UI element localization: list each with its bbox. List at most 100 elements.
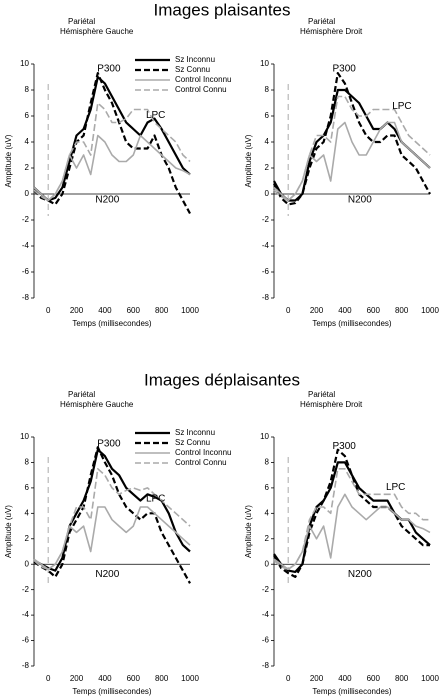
legend-label: Control Inconnu [175,448,231,457]
x-axis-label: Temps (millisecondes) [72,319,151,328]
y-tick-label: -6 [22,267,30,276]
y-tick-label: 8 [265,458,270,467]
y-tick-label: 0 [265,559,270,568]
y-tick-label: 6 [265,483,270,492]
y-tick-label: -6 [262,267,270,276]
section-title: Images déplaisantes [144,370,300,389]
x-axis-label: Temps (millisecondes) [312,687,391,696]
series-line [33,448,191,572]
y-axis-label: Amplitude (uV) [244,134,253,187]
x-tick-label: 400 [338,306,352,315]
y-tick-label: 0 [25,189,30,198]
series-line [33,102,191,202]
y-tick-label: -8 [22,661,30,670]
y-tick-label: 10 [20,59,29,68]
y-tick-label: 6 [25,111,30,120]
y-axis-label: Amplitude (uV) [244,505,253,558]
annotation: P300 [97,63,121,74]
series-line [273,448,430,578]
annotation: LPC [386,482,405,493]
legend-label: Sz Inconnu [175,428,215,437]
y-tick-label: 0 [25,559,30,568]
x-tick-label: 0 [286,306,291,315]
legend-label: Sz Connu [175,438,210,447]
y-tick-label: 0 [265,189,270,198]
y-tick-label: 4 [265,508,270,517]
chart-subtitle: Hémisphère Gauche [60,27,134,36]
x-tick-label: 600 [367,306,381,315]
chart-title: Pariétal [68,390,95,399]
y-tick-label: -2 [262,585,270,594]
y-tick-label: -4 [22,241,30,250]
y-axis-label: Amplitude (uV) [4,134,13,187]
series-line [273,72,431,206]
annotation: P300 [333,63,357,74]
x-tick-label: 600 [367,674,381,683]
y-tick-label: -4 [262,241,270,250]
x-tick-label: 1000 [421,306,439,315]
series-line [273,468,430,571]
legend-label: Control Connu [175,85,227,94]
x-tick-label: 600 [127,674,141,683]
y-tick-label: -4 [22,610,30,619]
series-line [273,95,431,202]
x-axis-label: Temps (millisecondes) [312,319,391,328]
x-tick-label: 200 [70,674,84,683]
annotation: LPC [146,110,165,121]
y-axis-label: Amplitude (uV) [4,505,13,558]
annotation: LPC [146,493,165,504]
annotation: N200 [95,194,119,205]
chart-title: Pariétal [308,390,335,399]
series-line [273,121,431,202]
legend-label: Sz Inconnu [175,55,215,64]
y-tick-label: -8 [22,293,30,302]
x-tick-label: 400 [338,674,352,683]
y-tick-label: -2 [22,585,30,594]
y-tick-label: 2 [25,534,30,543]
x-tick-label: 200 [70,306,84,315]
annotation: LPC [392,101,411,112]
series-line [33,468,191,571]
y-tick-label: -8 [262,293,270,302]
y-tick-label: -2 [22,215,30,224]
chart-subtitle: Hémisphère Gauche [60,400,134,409]
legend-label: Control Connu [175,458,227,467]
y-tick-label: 8 [25,85,30,94]
section-title: Images plaisantes [153,0,290,19]
y-tick-label: 6 [265,111,270,120]
y-tick-label: -6 [22,636,30,645]
chart-subtitle: Hémisphère Droit [300,400,363,409]
y-tick-label: 10 [260,59,269,68]
chart-title: Pariétal [308,17,335,26]
x-tick-label: 200 [310,674,324,683]
x-tick-label: 800 [395,306,409,315]
y-tick-label: 6 [25,483,30,492]
annotation: P300 [97,439,121,450]
chart-title: Pariétal [68,17,95,26]
x-tick-label: 0 [286,674,291,683]
series-line [33,72,191,215]
chart-subtitle: Hémisphère Droit [300,27,363,36]
series-line [273,461,431,573]
y-tick-label: -2 [262,215,270,224]
series-line [33,446,191,584]
x-tick-label: 0 [46,306,51,315]
y-tick-label: 8 [265,85,270,94]
y-tick-label: 4 [265,137,270,146]
y-tick-label: 2 [265,534,270,543]
y-tick-label: -8 [262,661,270,670]
y-tick-label: -6 [262,636,270,645]
y-tick-label: 8 [25,458,30,467]
y-tick-label: 10 [20,432,29,441]
x-axis-label: Temps (millisecondes) [72,687,151,696]
x-tick-label: 1000 [421,674,439,683]
annotation: N200 [348,194,372,205]
x-tick-label: 600 [127,306,141,315]
annotation: N200 [95,569,119,580]
x-tick-label: 1000 [181,306,199,315]
legend-label: Control Inconnu [175,75,231,84]
y-tick-label: 4 [25,508,30,517]
y-tick-label: 4 [25,137,30,146]
x-tick-label: 1000 [181,674,199,683]
